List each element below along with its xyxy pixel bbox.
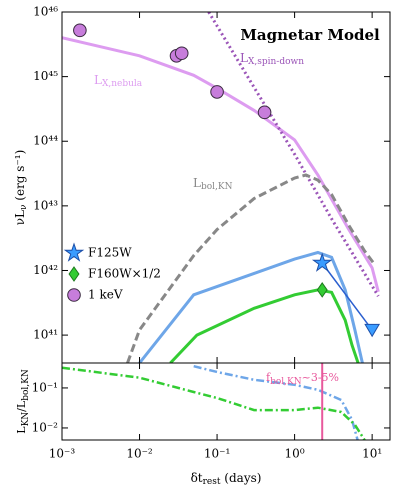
series-label-part: L: [94, 73, 102, 87]
y-axis-label-part: ν: [19, 205, 29, 210]
x-tick-label: 10¹: [362, 447, 382, 461]
marker-circle: [73, 23, 87, 38]
y-axis-label-part: L: [15, 426, 28, 434]
x-tick-label: 10⁰: [285, 447, 305, 461]
x-tick-label: 10⁻³: [49, 447, 76, 461]
legend-marker: [67, 288, 81, 302]
y-tick-label: 10⁴¹: [33, 328, 58, 342]
annotation: fbol,KN~3-5%: [266, 371, 339, 387]
series-label-part: bol,KN: [201, 182, 233, 192]
annotation-part: bol,KN: [270, 377, 302, 387]
series-label: Lbol,KN: [193, 176, 233, 192]
marker-star: [311, 252, 333, 272]
line: [207, 12, 380, 297]
y-axis-label-part: /L: [15, 400, 28, 412]
x-axis-label-part: δt: [191, 471, 203, 485]
x-tick-label: 10⁻¹: [204, 447, 230, 461]
y-axis-label-part: bol,KN: [21, 369, 31, 401]
line: [62, 366, 366, 440]
y-axis-label: LKN/Lbol,KN: [15, 369, 31, 434]
line: [126, 173, 377, 363]
y-axis-label-part: KN: [21, 412, 31, 427]
y-tick-label: 10⁴⁵: [33, 69, 58, 83]
series-label: LX,nebula: [94, 73, 143, 89]
y-tick-label: 10⁻¹: [32, 380, 58, 394]
marker-circle: [257, 105, 272, 120]
legend-marker: [63, 242, 85, 262]
x-axis-label: δtrest (days): [191, 471, 262, 487]
y-tick-label: 10⁻²: [32, 420, 59, 434]
marker-circle: [210, 85, 224, 99]
x-axis-label-part: rest: [203, 477, 221, 487]
line: [62, 36, 380, 293]
y-axis-label-part: νL: [13, 210, 27, 225]
annotation-part: f: [266, 371, 271, 384]
series-label: LX,spin-down: [240, 51, 304, 67]
y-axis-label-part: (erg s⁻¹): [13, 150, 27, 205]
x-axis-label-part: (days): [220, 471, 261, 485]
legend-marker: [68, 266, 80, 282]
legend-label: F160W×1/2: [88, 267, 161, 281]
marker-diamond: [316, 282, 328, 298]
y-tick-label: 10⁴⁴: [33, 134, 58, 148]
y-tick-label: 10⁴⁶: [33, 5, 58, 19]
marker-triangle: [364, 323, 381, 338]
series-label-part: L: [193, 176, 201, 190]
series-label-part: L: [240, 51, 248, 65]
annotation-part: ~3-5%: [302, 371, 339, 384]
marker-circle: [174, 46, 189, 61]
chart-title: Magnetar Model: [240, 26, 380, 44]
y-tick-label: 10⁴³: [33, 198, 58, 212]
line: [138, 250, 364, 363]
connector: [321, 262, 373, 331]
line: [193, 364, 359, 440]
legend-label: 1 keV: [88, 288, 123, 302]
x-tick-label: 10⁻²: [126, 447, 153, 461]
series-label-part: X,spin-down: [248, 57, 304, 67]
y-axis-label: νLν (erg s⁻¹): [13, 150, 29, 226]
plot-frame: [61, 362, 391, 441]
series-label-part: X,nebula: [102, 79, 143, 89]
y-tick-label: 10⁴²: [33, 263, 58, 277]
legend-label: F125W: [88, 246, 132, 260]
